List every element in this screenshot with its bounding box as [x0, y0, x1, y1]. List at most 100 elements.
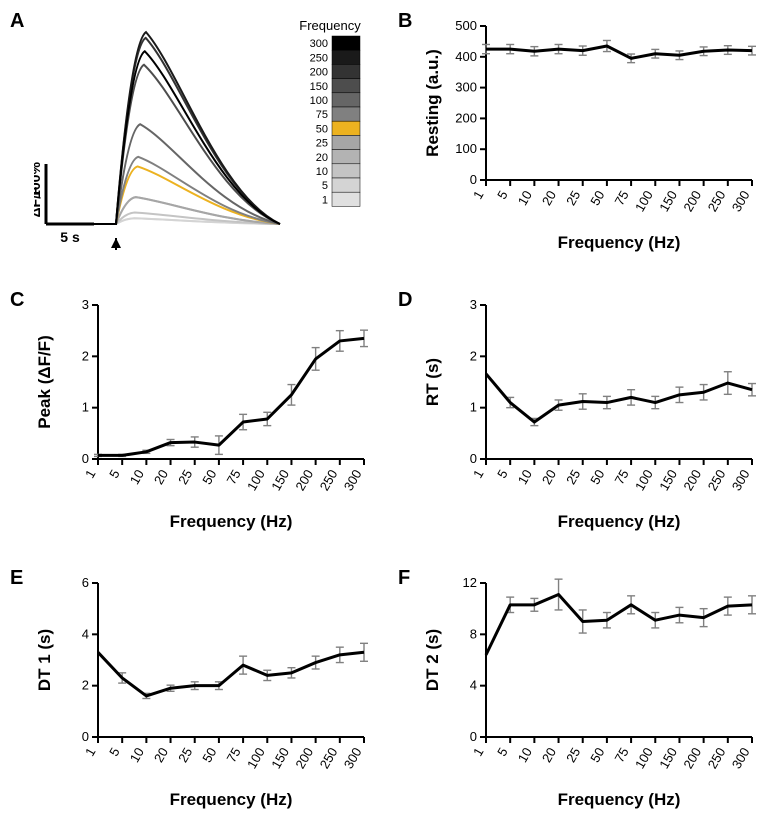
svg-text:5: 5: [322, 180, 328, 192]
svg-text:100: 100: [244, 467, 268, 493]
svg-text:50: 50: [199, 467, 219, 487]
svg-text:5: 5: [494, 745, 511, 759]
svg-text:100: 100: [632, 745, 656, 771]
svg-text:0: 0: [470, 451, 477, 466]
panel-F: F 04812151020255075100150200250300Freque…: [398, 567, 766, 826]
svg-text:250: 250: [705, 467, 729, 493]
svg-text:25: 25: [175, 745, 195, 765]
svg-text:8: 8: [470, 627, 477, 642]
svg-text:250: 250: [705, 188, 729, 214]
svg-text:200: 200: [292, 745, 316, 771]
svg-text:150: 150: [268, 745, 292, 771]
svg-text:Frequency (Hz): Frequency (Hz): [558, 233, 681, 252]
svg-text:20: 20: [151, 745, 171, 765]
svg-text:Frequency (Hz): Frequency (Hz): [170, 790, 293, 809]
svg-text:300: 300: [729, 188, 753, 214]
svg-text:10: 10: [127, 745, 147, 765]
svg-text:300: 300: [341, 467, 365, 493]
svg-text:20: 20: [151, 467, 171, 487]
svg-text:12: 12: [463, 575, 477, 590]
svg-text:Peak (ΔF/F): Peak (ΔF/F): [35, 335, 54, 428]
svg-text:100: 100: [244, 745, 268, 771]
panel-A: A 100%ΔF/F5 sFrequency300250200150100755…: [10, 10, 378, 269]
svg-text:200: 200: [292, 467, 316, 493]
svg-text:50: 50: [587, 745, 607, 765]
svg-text:1: 1: [470, 467, 487, 481]
svg-text:5: 5: [494, 467, 511, 481]
traces-plot: 100%ΔF/F5 sFrequency30025020015010075502…: [34, 14, 374, 254]
svg-text:50: 50: [199, 745, 219, 765]
svg-text:100: 100: [632, 188, 656, 214]
line-plot-D: 0123151020255075100150200250300Frequency…: [422, 293, 762, 533]
panel-C: C 0123151020255075100150200250300Frequen…: [10, 289, 378, 548]
svg-text:300: 300: [341, 745, 365, 771]
svg-text:Resting (a.u.): Resting (a.u.): [423, 49, 442, 157]
panel-label-E: E: [10, 567, 23, 590]
svg-text:Frequency (Hz): Frequency (Hz): [558, 512, 681, 531]
panel-label-D: D: [398, 289, 412, 312]
svg-text:Frequency (Hz): Frequency (Hz): [170, 512, 293, 531]
svg-text:25: 25: [316, 138, 328, 150]
svg-text:DT 2 (s): DT 2 (s): [423, 629, 442, 691]
panel-label-A: A: [10, 10, 24, 33]
svg-text:10: 10: [127, 467, 147, 487]
svg-text:2: 2: [470, 348, 477, 363]
svg-text:200: 200: [680, 467, 704, 493]
svg-text:300: 300: [310, 38, 328, 50]
svg-text:75: 75: [611, 188, 631, 208]
svg-text:20: 20: [539, 467, 559, 487]
panel-label-F: F: [398, 567, 410, 590]
svg-text:10: 10: [515, 188, 535, 208]
svg-text:6: 6: [82, 575, 89, 590]
panel-label-C: C: [10, 289, 24, 312]
svg-text:300: 300: [455, 80, 477, 95]
svg-text:20: 20: [539, 188, 559, 208]
svg-text:100: 100: [632, 467, 656, 493]
svg-text:1: 1: [470, 188, 487, 202]
line-plot-F: 04812151020255075100150200250300Frequenc…: [422, 571, 762, 811]
svg-text:1: 1: [470, 745, 487, 759]
svg-text:Frequency: Frequency: [299, 18, 361, 33]
svg-text:150: 150: [310, 81, 328, 93]
svg-text:200: 200: [310, 67, 328, 79]
svg-text:20: 20: [316, 152, 328, 164]
svg-text:25: 25: [563, 745, 583, 765]
line-plot-C: 0123151020255075100150200250300Frequency…: [34, 293, 374, 533]
svg-text:100: 100: [455, 141, 477, 156]
svg-text:1: 1: [322, 194, 328, 206]
svg-text:20: 20: [539, 745, 559, 765]
svg-text:500: 500: [455, 18, 477, 33]
svg-text:3: 3: [470, 297, 477, 312]
svg-text:75: 75: [223, 467, 243, 487]
svg-text:250: 250: [317, 467, 341, 493]
svg-text:5: 5: [106, 745, 123, 759]
svg-text:0: 0: [470, 729, 477, 744]
svg-text:3: 3: [82, 297, 89, 312]
svg-text:250: 250: [317, 745, 341, 771]
svg-text:1: 1: [82, 745, 99, 759]
svg-text:4: 4: [470, 678, 477, 693]
svg-text:200: 200: [680, 188, 704, 214]
svg-text:10: 10: [515, 745, 535, 765]
svg-text:0: 0: [82, 451, 89, 466]
svg-text:75: 75: [611, 745, 631, 765]
svg-text:150: 150: [656, 745, 680, 771]
svg-text:25: 25: [175, 467, 195, 487]
svg-text:300: 300: [729, 745, 753, 771]
line-plot-E: 0246151020255075100150200250300Frequency…: [34, 571, 374, 811]
panel-label-B: B: [398, 10, 412, 33]
svg-text:Frequency (Hz): Frequency (Hz): [558, 790, 681, 809]
panel-D: D 0123151020255075100150200250300Frequen…: [398, 289, 766, 548]
panel-E: E 0246151020255075100150200250300Frequen…: [10, 567, 378, 826]
svg-text:1: 1: [82, 467, 99, 481]
svg-text:0: 0: [82, 729, 89, 744]
svg-text:2: 2: [82, 678, 89, 693]
svg-text:0: 0: [470, 172, 477, 187]
svg-text:200: 200: [455, 110, 477, 125]
svg-text:10: 10: [515, 467, 535, 487]
svg-text:50: 50: [587, 467, 607, 487]
svg-text:250: 250: [705, 745, 729, 771]
svg-text:2: 2: [82, 348, 89, 363]
svg-text:25: 25: [563, 467, 583, 487]
line-plot-B: 0100200300400500151020255075100150200250…: [422, 14, 762, 254]
